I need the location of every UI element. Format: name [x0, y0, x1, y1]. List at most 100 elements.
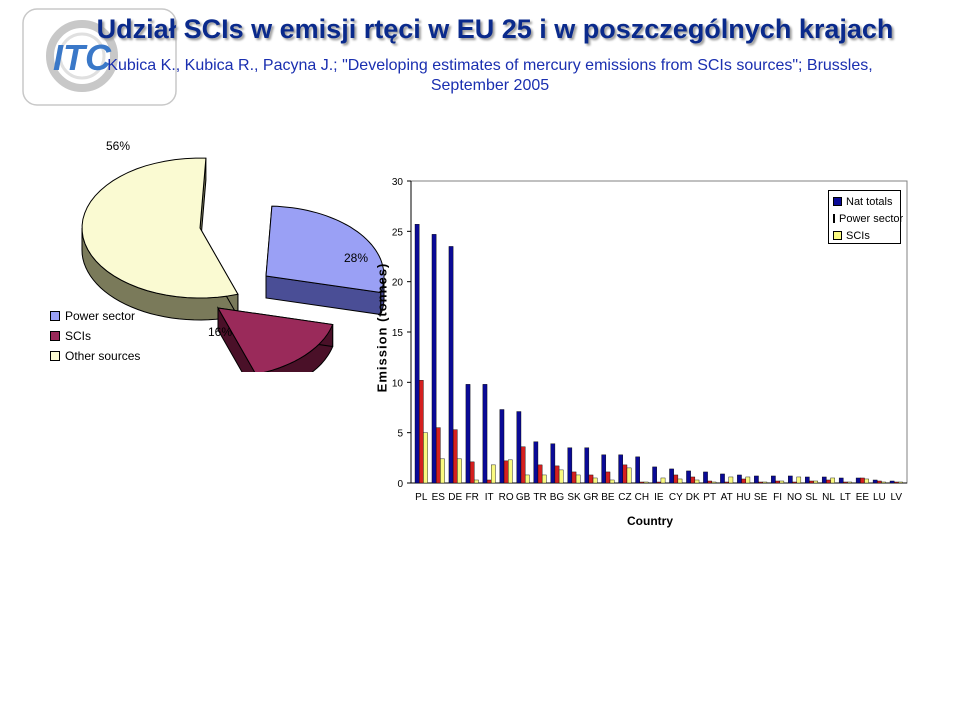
x-tick-label: CZ [618, 492, 631, 503]
pie-legend-item: Other sources [50, 346, 140, 366]
x-tick-label: LV [891, 492, 903, 503]
pie-label-scis: 16% [208, 325, 232, 339]
bar-hu-nat-totals [737, 474, 742, 484]
pie-chart: 28% 16% 56% [81, 139, 385, 372]
x-tick-label: FR [466, 492, 479, 503]
bar-bg-scis [558, 469, 564, 484]
x-tick-label: TR [533, 492, 546, 503]
bar-pt-nat-totals [703, 471, 708, 484]
bar-pt-scis [711, 481, 717, 484]
itc-logo: ITC [22, 8, 177, 106]
bar-chart: 0 5 10 15 20 25 30 PL ES DE FR IT RO GB TR BG SK GR BE CZ CH… [392, 177, 908, 503]
bar-ro-scis [508, 459, 513, 484]
bar-es-power-sector [435, 427, 441, 484]
bar-fr-nat-totals [465, 384, 471, 484]
legend-label: SCIs [846, 229, 870, 242]
bar-fi-power-sector [775, 480, 780, 484]
bar-dk-nat-totals [686, 470, 691, 484]
bar-pt-power-sector [707, 480, 713, 484]
bar-gb-scis [524, 474, 530, 484]
x-tick-label: EE [856, 492, 870, 503]
bar-nl-power-sector [826, 479, 831, 484]
bar-legend-item: Nat totals [833, 193, 900, 210]
plot-area [410, 180, 908, 484]
bar-se-nat-totals [754, 475, 759, 484]
x-tick-label: NL [822, 492, 835, 503]
y-tick-label: 10 [392, 378, 404, 389]
bar-it-scis [491, 464, 496, 484]
bar-legend-item: SCIs [833, 227, 900, 244]
bar-sl-scis [813, 480, 819, 484]
bar-sk-scis [575, 474, 581, 484]
y-tick-label: 25 [392, 227, 404, 238]
bar-at-nat-totals [720, 473, 725, 484]
bar-se-power-sector [758, 481, 763, 484]
legend-swatch [833, 197, 842, 206]
bar-bg-power-sector [554, 465, 560, 484]
bar-lu-scis [881, 481, 886, 484]
bar-chart-xlabel: Country [627, 514, 673, 528]
x-tick-label: GB [516, 492, 531, 503]
bar-cy-power-sector [673, 474, 679, 484]
bar-es-scis [440, 458, 445, 484]
logo-ring-inner [58, 32, 106, 80]
page-title: Udział SCIs w emisji rtęci w EU 25 i w p… [96, 14, 894, 44]
subtitle-line-1: Kubica K., Kubica R., Pacyna J.; "Develo… [107, 57, 873, 74]
x-tick-label: PL [415, 492, 428, 503]
bar-ch-nat-totals [635, 456, 640, 484]
bar-lt-scis [847, 481, 852, 484]
y-tick-label: 5 [397, 429, 403, 440]
bar-de-power-sector [452, 429, 458, 484]
bar-no-scis [796, 476, 802, 484]
bar-gr-nat-totals [584, 447, 590, 484]
legend-label: Power sector [839, 212, 904, 225]
bar-se-scis [762, 481, 768, 484]
bar-no-power-sector [792, 481, 797, 484]
bar-dk-scis [694, 479, 700, 484]
bar-pl-power-sector [419, 380, 424, 484]
x-tick-label: LT [840, 492, 851, 503]
legend-label: Power sector [65, 309, 136, 323]
bar-tr-scis [541, 474, 547, 484]
bar-ie-scis [660, 477, 666, 484]
pie-slice-scis [217, 306, 334, 372]
bar-sk-nat-totals [567, 447, 573, 484]
x-tick-label: CH [635, 492, 649, 503]
x-tick-label: BG [550, 492, 565, 503]
bar-pl-nat-totals [414, 224, 420, 484]
bar-hu-scis [745, 476, 751, 484]
bar-gr-power-sector [588, 474, 594, 484]
bar-gb-nat-totals [516, 411, 522, 484]
y-tick-label: 0 [397, 479, 403, 490]
bar-lt-nat-totals [838, 477, 844, 484]
x-tick-label: DK [686, 492, 700, 503]
x-tick-label: FI [773, 492, 782, 503]
x-tick-label: HU [736, 492, 750, 503]
bar-lt-power-sector [843, 481, 848, 484]
bar-ee-nat-totals [855, 477, 861, 484]
bar-ie-nat-totals [652, 466, 657, 484]
bar-fi-nat-totals [771, 475, 776, 484]
bar-nl-scis [830, 477, 835, 484]
x-tick-label: ES [432, 492, 446, 503]
legend-swatch [50, 331, 60, 341]
bar-lv-power-sector [894, 481, 899, 484]
x-tick-label: BE [601, 492, 615, 503]
bar-lv-nat-totals [889, 480, 895, 484]
bar-lv-scis [898, 481, 903, 484]
bar-chart-ylabel: Emission (tonnes) [374, 262, 390, 393]
x-tick-label: AT [721, 492, 733, 503]
bar-at-power-sector [724, 481, 729, 484]
bar-it-power-sector [486, 479, 492, 484]
legend-swatch [50, 311, 60, 321]
logo-text: ITC [53, 37, 112, 78]
bar-ch-power-sector [639, 481, 645, 484]
legend-label: SCIs [65, 329, 92, 343]
x-tick-label: GR [584, 492, 599, 503]
x-tick-label: IT [485, 492, 494, 503]
bar-ie-power-sector [656, 481, 662, 484]
bar-gb-power-sector [520, 446, 526, 484]
bar-sk-power-sector [571, 471, 577, 484]
legend-swatch [833, 231, 842, 240]
y-tick-label: 30 [392, 177, 404, 188]
